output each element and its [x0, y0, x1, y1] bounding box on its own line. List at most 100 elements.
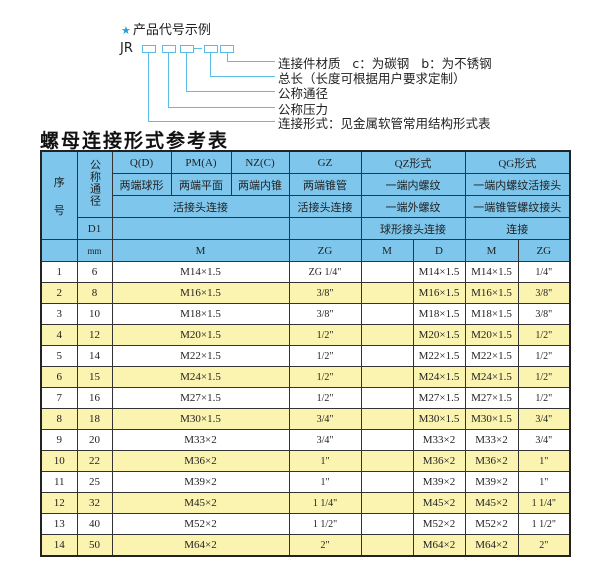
cell-qz-d: M52×2	[412, 513, 466, 535]
cell-qg-m: M27×1.5	[464, 387, 519, 409]
header-conn: 活接头连接	[111, 195, 290, 218]
header-m: M	[111, 239, 290, 262]
connector-line	[227, 53, 228, 61]
cell-qg-m: M52×2	[464, 513, 519, 535]
cell-dn: 18	[76, 408, 113, 430]
cell-qg-m: M36×2	[464, 450, 519, 472]
cell-m: M20×1.5	[111, 324, 290, 346]
cell-dn: 20	[76, 429, 113, 451]
cell-dn: 10	[76, 303, 113, 325]
table-row: 9 20 M33×2 3/4" M33×2 M33×2 3/4"	[40, 429, 571, 451]
header-gz-desc: 两端锥管	[288, 173, 362, 196]
cell-dn: 8	[76, 282, 113, 304]
cell-qz-m	[360, 492, 414, 514]
cell-qz-d: M27×1.5	[412, 387, 466, 409]
cell-no: 1	[40, 261, 78, 283]
cell-qz-d: M16×1.5	[412, 282, 466, 304]
header-empty	[288, 217, 362, 240]
connector-line	[148, 121, 275, 122]
cell-m: M33×2	[111, 429, 290, 451]
cell-qg-m: M20×1.5	[464, 324, 519, 346]
cell-qz-d: M33×2	[412, 429, 466, 451]
label-pressure: 公称压力	[278, 102, 329, 117]
header-qg: QG形式	[464, 150, 571, 174]
cell-dn: 25	[76, 471, 113, 493]
label-diameter: 公称通径	[278, 86, 329, 101]
cell-qg-m: M45×2	[464, 492, 519, 514]
table-row: 6 15 M24×1.5 1/2" M24×1.5 M24×1.5 1/2"	[40, 366, 571, 388]
cell-m: M27×1.5	[111, 387, 290, 409]
cell-zg: 2"	[288, 534, 362, 557]
table-row: 3 10 M18×1.5 3/8" M18×1.5 M18×1.5 3/8"	[40, 303, 571, 325]
cell-qg-m: M22×1.5	[464, 345, 519, 367]
cell-m: M18×1.5	[111, 303, 290, 325]
connector-line	[148, 53, 149, 121]
cell-qz-d: M39×2	[412, 471, 466, 493]
cell-qg-zg: 1/2"	[517, 324, 571, 346]
code-example-title: ★ 产品代号示例	[121, 19, 211, 38]
cell-no: 14	[40, 534, 78, 557]
header-d1: D1	[76, 217, 113, 240]
header-qg-m: M	[464, 239, 519, 262]
header-zg: ZG	[288, 239, 362, 262]
table-row: 12 32 M45×2 1 1/4" M45×2 M45×2 1 1/4"	[40, 492, 571, 514]
table-row: 7 16 M27×1.5 1/2" M27×1.5 M27×1.5 1/2"	[40, 387, 571, 409]
code-dash	[194, 48, 202, 49]
header-nz-desc: 两端内锥	[230, 173, 290, 196]
cell-qz-d: M20×1.5	[412, 324, 466, 346]
header-pm-desc: 两端平面	[170, 173, 232, 196]
cell-no: 3	[40, 303, 78, 325]
cell-qg-m: M24×1.5	[464, 366, 519, 388]
header-seq: 序 号	[40, 150, 78, 240]
cell-zg: ZG 1/4"	[288, 261, 362, 283]
cell-qz-d: M24×1.5	[412, 366, 466, 388]
header-seq-cont	[40, 239, 78, 262]
cell-no: 7	[40, 387, 78, 409]
cell-qz-m	[360, 282, 414, 304]
code-box-connection	[142, 45, 156, 53]
connector-line	[168, 107, 275, 108]
cell-qz-m	[360, 303, 414, 325]
cell-qz-m	[360, 513, 414, 535]
cell-zg: 1/2"	[288, 345, 362, 367]
connector-line	[227, 61, 275, 62]
cell-m: M14×1.5	[111, 261, 290, 283]
table-title: 螺母连接形式参考表	[40, 130, 230, 152]
code-box-pressure	[162, 45, 176, 53]
header-qg-zg: ZG	[517, 239, 571, 262]
cell-qg-zg: 1/4"	[517, 261, 571, 283]
header-q: Q(D)	[111, 150, 172, 174]
cell-qg-m: M33×2	[464, 429, 519, 451]
connector-line	[186, 91, 275, 92]
cell-qz-d: M14×1.5	[412, 261, 466, 283]
cell-dn: 12	[76, 324, 113, 346]
cell-zg: 3/8"	[288, 282, 362, 304]
table-row: 13 40 M52×2 1 1/2" M52×2 M52×2 1 1/2"	[40, 513, 571, 535]
cell-qg-zg: 3/4"	[517, 408, 571, 430]
cell-qz-d: M18×1.5	[412, 303, 466, 325]
cell-qg-zg: 1 1/4"	[517, 492, 571, 514]
cell-qz-m	[360, 261, 414, 283]
cell-qz-m	[360, 471, 414, 493]
cell-no: 11	[40, 471, 78, 493]
header-qz-desc2: 一端外螺纹	[360, 195, 466, 218]
cell-qg-zg: 1"	[517, 471, 571, 493]
header-qz-desc1: 一端内螺纹	[360, 173, 466, 196]
cell-zg: 1/2"	[288, 366, 362, 388]
cell-qg-m: M30×1.5	[464, 408, 519, 430]
code-box-material	[220, 45, 234, 53]
header-qz-desc3: 球形接头连接	[360, 217, 466, 240]
code-prefix: JR	[120, 41, 133, 56]
cell-zg: 3/8"	[288, 303, 362, 325]
header-qg-desc1: 一端内螺纹活接头	[464, 173, 571, 196]
cell-no: 10	[40, 450, 78, 472]
cell-qz-d: M30×1.5	[412, 408, 466, 430]
cell-m: M30×1.5	[111, 408, 290, 430]
cell-qg-zg: 3/8"	[517, 303, 571, 325]
cell-zg: 1 1/2"	[288, 513, 362, 535]
cell-dn: 14	[76, 345, 113, 367]
header-qz: QZ形式	[360, 150, 466, 174]
cell-qz-m	[360, 408, 414, 430]
table-row: 8 18 M30×1.5 3/4" M30×1.5 M30×1.5 3/4"	[40, 408, 571, 430]
star-icon: ★	[121, 24, 131, 37]
